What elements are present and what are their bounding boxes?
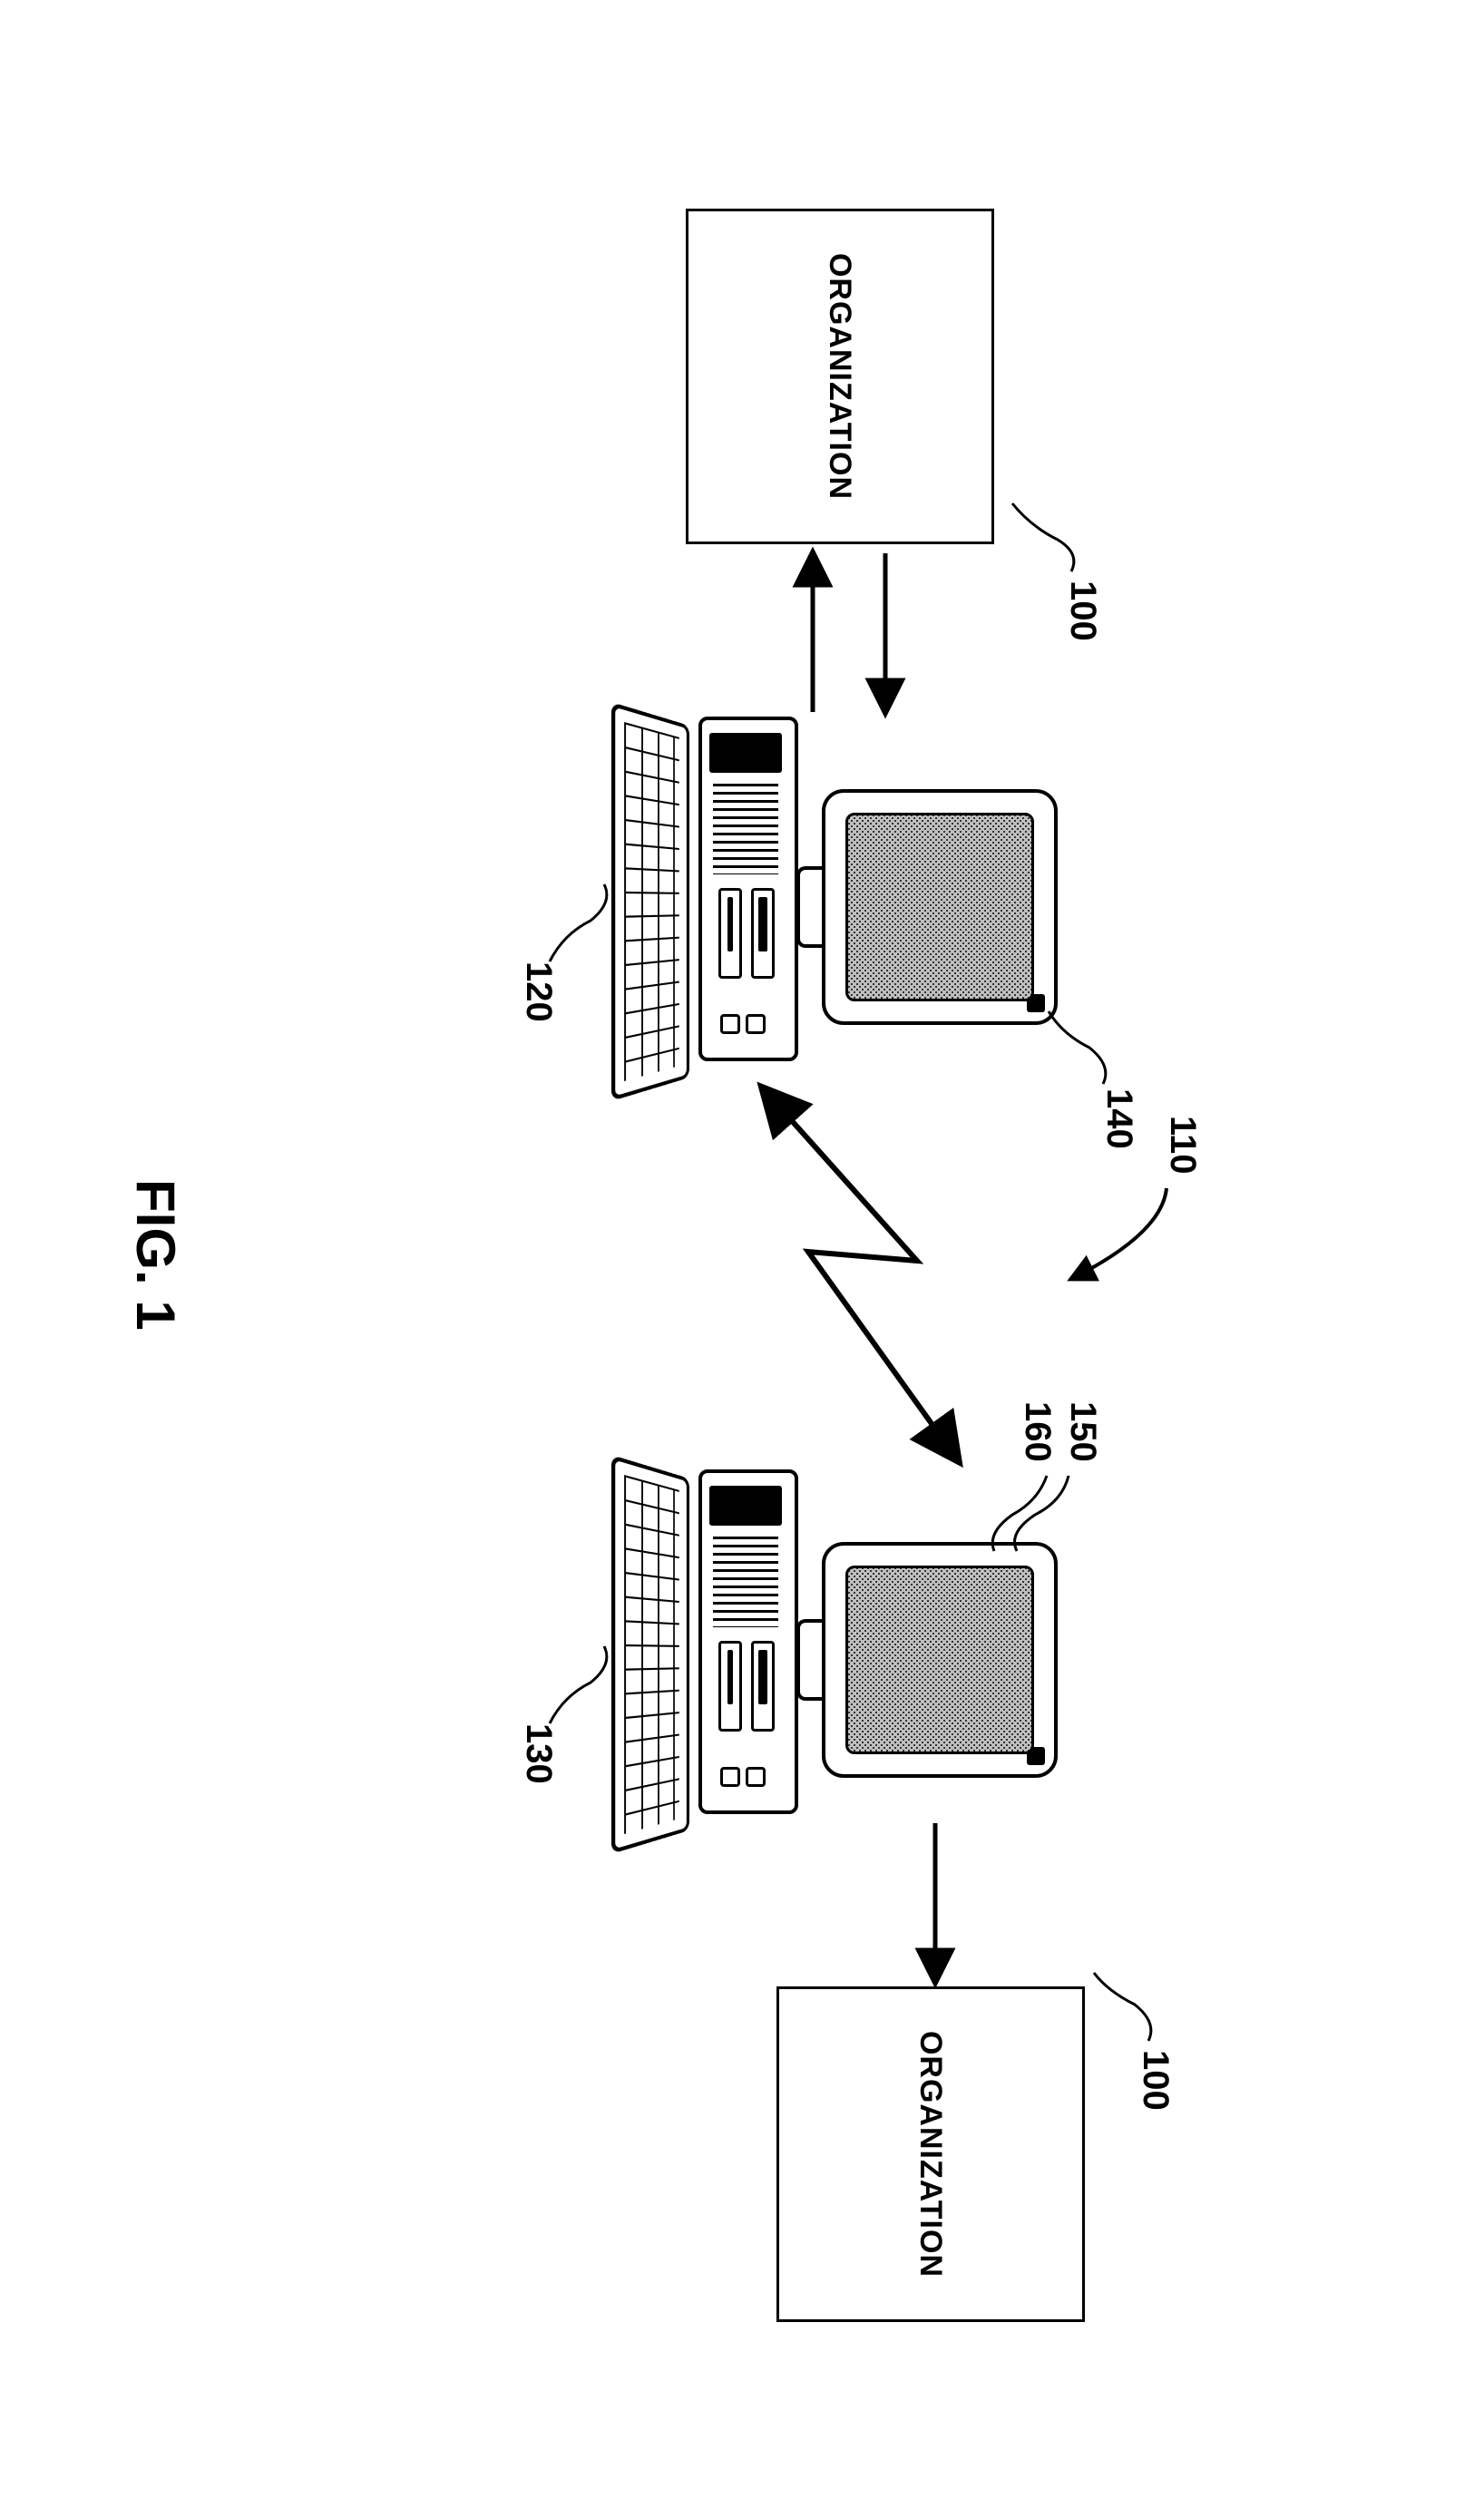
edge-orgleft-compleft	[749, 544, 931, 726]
monitor-left-stand	[796, 866, 822, 948]
organization-box-left-label: ORGANIZATION	[823, 253, 858, 500]
ref-label-150: 150	[1062, 1401, 1103, 1462]
tower-left-button-a	[746, 1014, 766, 1034]
ref-label-130: 130	[518, 1723, 559, 1784]
tower-right-drive-b-slot	[727, 1650, 733, 1704]
tower-right-button-b	[720, 1767, 740, 1787]
ref-callout-110	[1044, 1170, 1180, 1315]
tower-left-vents	[713, 784, 778, 874]
tower-right-vents	[713, 1537, 778, 1627]
edge-link-110	[722, 1061, 994, 1488]
ref-label-110: 110	[1162, 1116, 1203, 1175]
organization-box-left: ORGANIZATION	[686, 209, 994, 544]
ref-label-100-left: 100	[1062, 581, 1103, 641]
keyboard-left	[611, 702, 689, 1101]
organization-box-right-label: ORGANIZATION	[913, 2031, 949, 2278]
tower-left-drive-a-slot	[758, 897, 767, 951]
tower-left-drive-b-slot	[727, 897, 733, 951]
tower-left-button-b	[720, 1014, 740, 1034]
keyboard-left-keys	[624, 722, 679, 1081]
ref-callout-150-160	[985, 1465, 1085, 1565]
monitor-left	[822, 789, 1058, 1025]
organization-box-right: ORGANIZATION	[776, 1986, 1085, 2322]
tower-left-panel	[709, 733, 782, 773]
tower-right-panel	[709, 1486, 782, 1526]
ref-label-140: 140	[1098, 1088, 1139, 1149]
ref-callout-140	[1030, 998, 1112, 1098]
figure-label: FIG. 1	[124, 1179, 187, 1331]
edge-compright-orgright	[894, 1814, 976, 1995]
monitor-left-screen	[845, 813, 1034, 1001]
ref-callout-100-right	[1076, 1950, 1157, 2059]
tower-left	[698, 717, 798, 1061]
ref-label-100-right: 100	[1135, 2050, 1176, 2111]
keyboard-right	[611, 1455, 689, 1854]
monitor-right-stand	[796, 1619, 822, 1701]
tower-right	[698, 1469, 798, 1814]
monitor-right-screen	[845, 1566, 1034, 1754]
computer-left	[604, 717, 1058, 1061]
ref-label-120: 120	[518, 961, 559, 1022]
ref-label-160: 160	[1017, 1401, 1058, 1462]
keyboard-right-keys	[624, 1475, 679, 1834]
tower-right-drive-a-slot	[758, 1650, 767, 1704]
monitor-right	[822, 1542, 1058, 1778]
tower-right-button-a	[746, 1767, 766, 1787]
